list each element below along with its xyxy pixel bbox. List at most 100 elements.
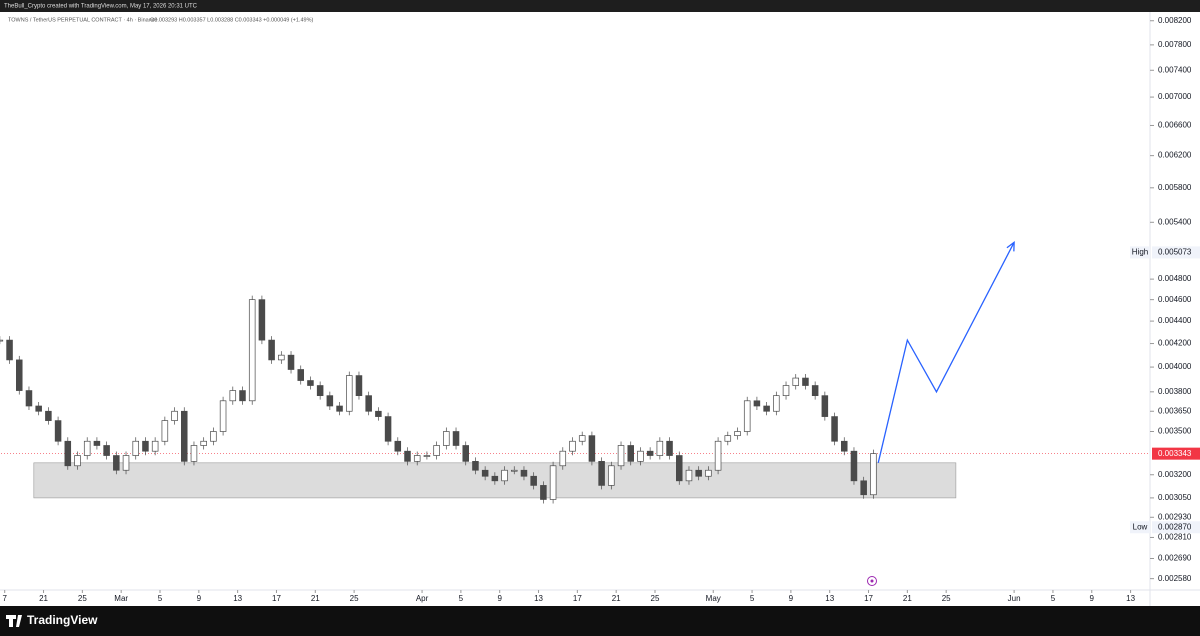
x-tick-label: 9 <box>789 594 794 603</box>
last-label: 0.003343 <box>1158 449 1192 458</box>
low-name: Low <box>1133 522 1148 531</box>
candle <box>268 339 275 361</box>
candle <box>278 354 285 361</box>
y-tick-label: 0.007800 <box>1158 40 1192 49</box>
candle <box>433 445 440 456</box>
candle <box>219 400 227 432</box>
credit: TheBull_Crypto created with TradingView.… <box>4 4 198 10</box>
candle <box>559 450 567 467</box>
candle <box>384 416 392 442</box>
candle <box>481 469 489 477</box>
ohlc: O0.003293 H0.003357 L0.003288 C0.003343 … <box>150 17 313 23</box>
candle <box>540 485 547 500</box>
x-tick-label: Jun <box>1008 594 1021 603</box>
last-label-box <box>1152 447 1200 460</box>
low-label: 0.002870 <box>1158 522 1192 531</box>
x-tick-label: 5 <box>1051 594 1056 603</box>
bottom-bar <box>0 606 1200 636</box>
x-tick-label: 25 <box>78 594 87 603</box>
candle <box>462 445 469 462</box>
y-tick-label: 0.006200 <box>1158 151 1192 160</box>
y-tick-label: 0.007000 <box>1158 92 1192 101</box>
y-tick-label: 0.003050 <box>1158 493 1192 502</box>
logo: TradingView <box>27 613 98 627</box>
candle <box>287 354 295 370</box>
event-icon-dot <box>870 579 874 583</box>
y-tick-label: 0.002930 <box>1158 512 1192 521</box>
candle <box>452 431 460 446</box>
candle <box>6 339 13 361</box>
y-tick-label: 0.003200 <box>1158 470 1192 479</box>
y-tick-label: 0.005800 <box>1158 183 1192 192</box>
high-label-box <box>1152 246 1200 259</box>
x-tick-label: 25 <box>651 594 660 603</box>
candle <box>394 440 402 452</box>
candle <box>695 469 702 477</box>
candle <box>520 469 528 477</box>
y-tick-label: 0.003800 <box>1158 387 1192 396</box>
low-name-box <box>1130 521 1150 534</box>
candle <box>743 400 751 432</box>
y-tick-label: 0.002580 <box>1158 574 1192 583</box>
candle <box>122 455 130 471</box>
candle <box>74 455 81 467</box>
x-tick-label: 25 <box>350 594 359 603</box>
candle <box>588 435 596 462</box>
candle <box>132 440 139 456</box>
candle <box>821 395 829 417</box>
y-tick-label: 0.004400 <box>1158 316 1192 325</box>
candle <box>753 400 761 407</box>
candle <box>248 299 256 402</box>
candle <box>831 416 838 442</box>
candle <box>773 395 780 412</box>
x-tick-label: 13 <box>1126 594 1135 603</box>
candle <box>365 395 372 412</box>
candle <box>443 431 450 446</box>
candle <box>151 440 159 452</box>
x-tick-label: 9 <box>497 594 502 603</box>
candle <box>578 435 586 442</box>
candle <box>307 380 314 386</box>
candle <box>258 299 266 341</box>
candle <box>346 375 353 412</box>
candle <box>724 435 732 442</box>
x-tick-label: 13 <box>825 594 834 603</box>
candle <box>491 475 499 482</box>
x-tick-label: 5 <box>158 594 163 603</box>
candle <box>83 440 91 456</box>
candle <box>617 445 625 467</box>
candle <box>404 450 411 462</box>
high-label: 0.005073 <box>1158 248 1192 257</box>
candle <box>297 369 304 381</box>
candle <box>608 465 615 486</box>
candle <box>142 440 149 452</box>
x-tick-label: 9 <box>1090 594 1095 603</box>
candle <box>685 469 693 482</box>
projection-path <box>877 242 1015 463</box>
x-tick-label: 21 <box>903 594 912 603</box>
x-tick-label: May <box>706 594 721 603</box>
candle <box>705 469 712 477</box>
x-tick-label: 17 <box>573 594 582 603</box>
candle <box>734 431 741 437</box>
candle <box>627 445 634 462</box>
x-tick-label: 5 <box>459 594 464 603</box>
candle <box>35 405 42 412</box>
candle <box>646 450 654 456</box>
candle <box>423 455 431 457</box>
y-tick-label: 0.004000 <box>1158 362 1192 371</box>
projection-arrowhead <box>1006 241 1015 252</box>
x-tick-label: 13 <box>534 594 543 603</box>
candle <box>0 339 4 342</box>
logo-icon <box>6 615 22 627</box>
candle <box>841 440 848 452</box>
candle <box>569 440 576 452</box>
candle <box>316 385 324 397</box>
candle <box>93 440 101 446</box>
symbol-title: TOWNS / TetherUS PERPETUAL CONTRACT · 4h… <box>8 17 158 23</box>
y-tick-label: 0.005400 <box>1158 217 1192 226</box>
candle <box>355 375 363 397</box>
candle <box>200 440 207 446</box>
y-tick-label: 0.002690 <box>1158 554 1192 563</box>
y-tick-label: 0.003500 <box>1158 427 1192 436</box>
